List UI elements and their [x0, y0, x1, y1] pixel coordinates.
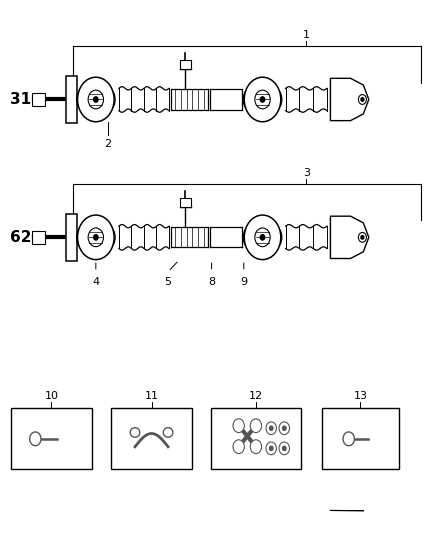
Text: 1: 1 — [303, 30, 310, 40]
Bar — [180, 60, 191, 69]
Bar — [212, 408, 300, 470]
Ellipse shape — [243, 90, 253, 109]
Circle shape — [361, 236, 364, 239]
Ellipse shape — [243, 228, 253, 247]
Circle shape — [266, 442, 276, 455]
Circle shape — [358, 232, 367, 242]
Circle shape — [269, 426, 273, 430]
Text: 2: 2 — [104, 139, 112, 149]
Text: 3: 3 — [303, 168, 310, 178]
Circle shape — [88, 90, 103, 109]
Ellipse shape — [130, 427, 140, 437]
Circle shape — [250, 419, 261, 433]
Ellipse shape — [272, 228, 282, 247]
Bar — [11, 408, 92, 470]
Bar — [32, 93, 45, 106]
Circle shape — [279, 422, 290, 434]
Circle shape — [260, 97, 265, 102]
Circle shape — [250, 440, 261, 454]
Circle shape — [279, 442, 290, 455]
Circle shape — [358, 94, 367, 104]
Text: 4: 4 — [92, 277, 99, 287]
Circle shape — [244, 215, 281, 260]
Bar — [66, 214, 77, 261]
Circle shape — [78, 77, 114, 122]
Circle shape — [269, 446, 273, 450]
Circle shape — [94, 97, 98, 102]
Circle shape — [30, 432, 41, 446]
Circle shape — [233, 419, 244, 433]
Circle shape — [343, 432, 354, 446]
Circle shape — [255, 90, 270, 109]
Ellipse shape — [77, 90, 87, 109]
Text: 12: 12 — [249, 391, 263, 401]
Text: 13: 13 — [353, 391, 367, 401]
Ellipse shape — [105, 228, 115, 247]
Text: 5: 5 — [165, 277, 172, 287]
Circle shape — [361, 98, 364, 101]
Circle shape — [283, 426, 286, 430]
Text: 10: 10 — [44, 391, 58, 401]
Bar — [180, 198, 191, 207]
Circle shape — [260, 235, 265, 240]
Bar — [111, 408, 192, 470]
Text: 31: 31 — [11, 92, 32, 107]
Ellipse shape — [163, 427, 173, 437]
Text: 9: 9 — [240, 277, 247, 287]
Ellipse shape — [105, 90, 115, 109]
Bar — [32, 231, 45, 244]
Polygon shape — [330, 78, 369, 120]
Polygon shape — [330, 216, 369, 259]
Circle shape — [233, 440, 244, 454]
Bar — [322, 408, 399, 470]
Circle shape — [88, 228, 103, 247]
Circle shape — [244, 77, 281, 122]
Text: 62: 62 — [10, 230, 32, 245]
Text: 8: 8 — [208, 277, 215, 287]
Circle shape — [94, 235, 98, 240]
Ellipse shape — [77, 228, 87, 247]
Ellipse shape — [272, 90, 282, 109]
Text: 11: 11 — [145, 391, 159, 401]
Bar — [66, 76, 77, 123]
Circle shape — [78, 215, 114, 260]
Circle shape — [283, 446, 286, 450]
Circle shape — [266, 422, 276, 434]
Circle shape — [255, 228, 270, 247]
